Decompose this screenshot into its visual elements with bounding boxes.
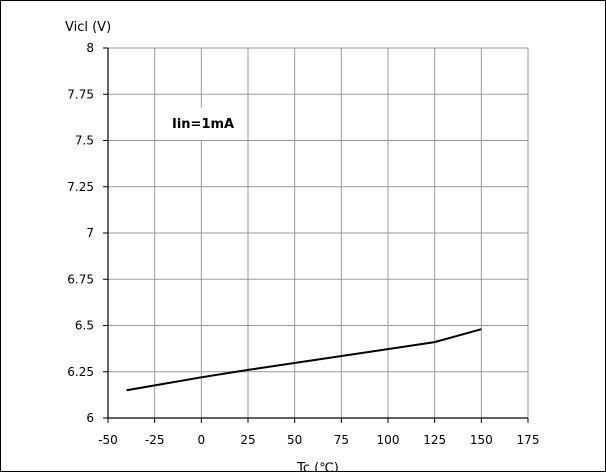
x-axis-label: Tc (℃) (296, 461, 339, 472)
y-tick-label: 7 (86, 226, 94, 240)
y-tick-label: 6.75 (67, 272, 94, 286)
x-tick-label: -25 (145, 433, 165, 447)
y-tick-labels: 6 6.25 6.5 6.75 7 7.25 7.5 7.75 8 (67, 41, 108, 425)
x-tick-label: 0 (198, 433, 206, 447)
y-tick-label: 7.75 (67, 87, 94, 101)
y-tick-label: 7.25 (67, 180, 94, 194)
y-tick-label: 6.25 (67, 365, 94, 379)
y-tick-label: 6.5 (75, 319, 94, 333)
x-tick-label: 175 (517, 433, 540, 447)
series-line (126, 328, 482, 392)
y-tick-label: 7.5 (75, 134, 94, 148)
x-tick-label: 125 (423, 433, 446, 447)
x-tick-label: 75 (334, 433, 349, 447)
annotation-background (160, 108, 246, 140)
x-tick-label: 150 (470, 433, 493, 447)
x-tick-label: 50 (287, 433, 302, 447)
x-tick-label: 25 (240, 433, 255, 447)
y-axis-label: Vicl (V) (65, 20, 111, 35)
annotation-box: Iin=1mA (160, 108, 246, 140)
y-tick-label: 8 (86, 41, 94, 55)
x-tick-labels: -50 -25 0 25 50 75 100 125 150 175 (98, 418, 539, 447)
series-group (126, 328, 482, 392)
grid (107, 47, 529, 419)
y-tick-label: 6 (86, 411, 94, 425)
x-tick-label: -50 (98, 433, 118, 447)
annotation-label: Iin=1mA (172, 117, 234, 132)
x-tick-label: 100 (377, 433, 400, 447)
